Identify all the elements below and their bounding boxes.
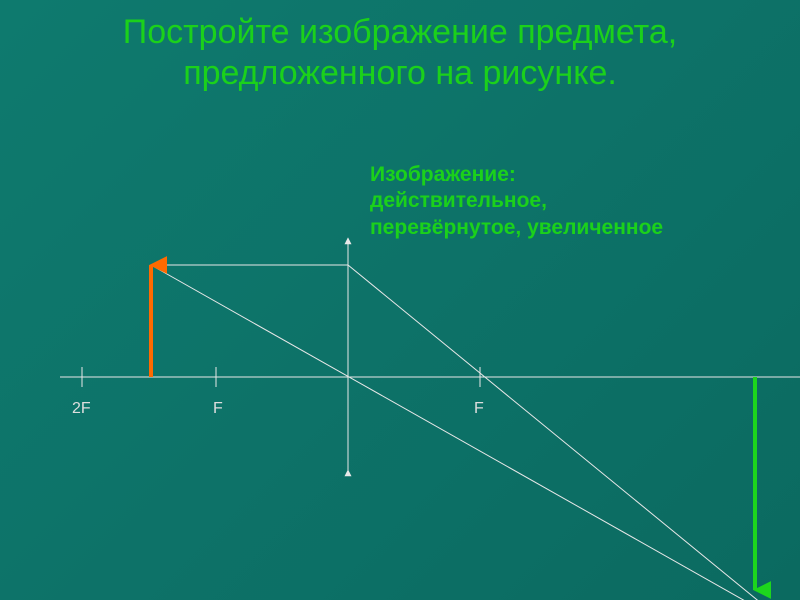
caption-line-1: Изображение: bbox=[370, 162, 663, 188]
label-2F-left: 2F bbox=[72, 400, 91, 418]
slide-root: Постройте изображение предмета, предложе… bbox=[0, 0, 800, 600]
caption-line-2: действительное, bbox=[370, 188, 663, 214]
label-F-left: F bbox=[213, 400, 223, 418]
caption-line-3: перевёрнутое, увеличенное bbox=[370, 215, 663, 241]
slide-title: Постройте изображение предмета, предложе… bbox=[0, 12, 800, 94]
image-description: Изображение: действительное, перевёрнуто… bbox=[370, 162, 663, 241]
label-F-right: F bbox=[474, 400, 484, 418]
